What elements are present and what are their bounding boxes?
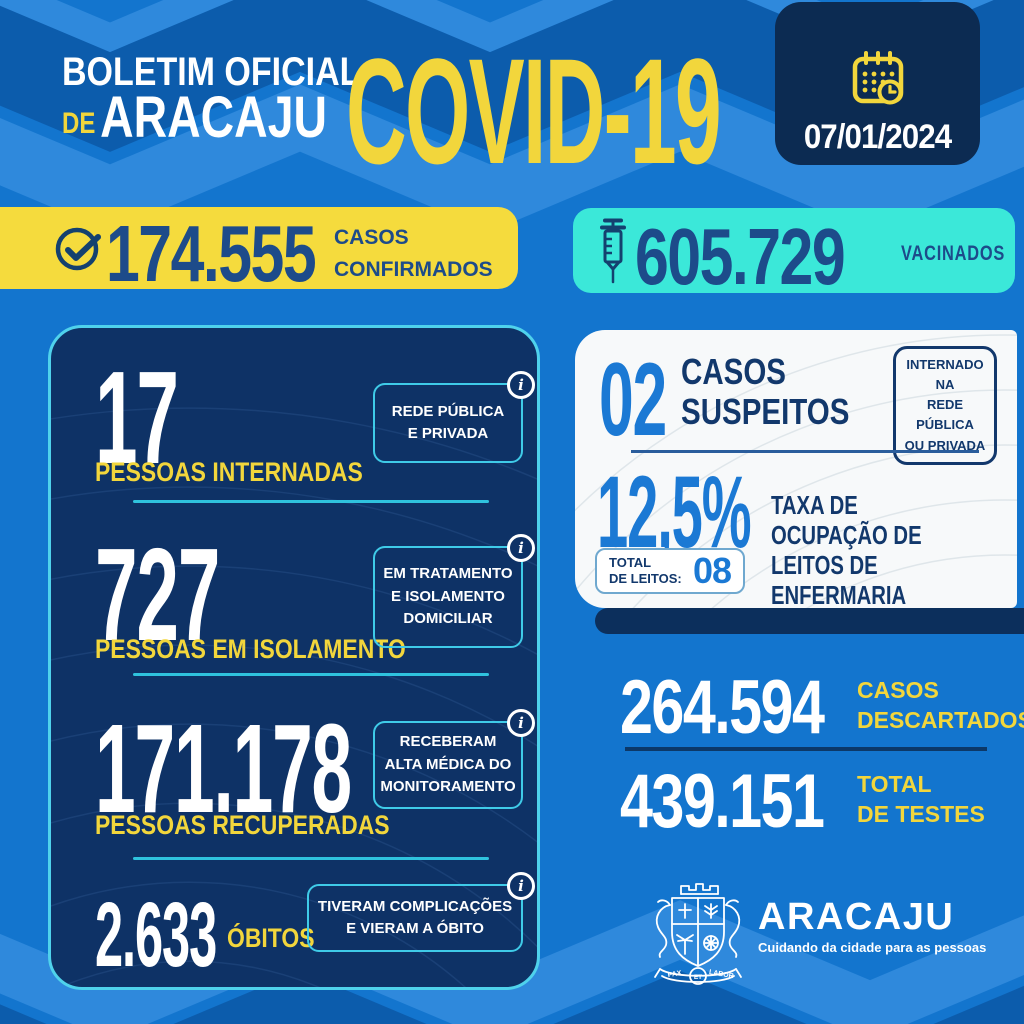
hospitalized-note-box: REDE PÚBLICA E PRIVADA i bbox=[373, 371, 535, 463]
suspect-cases-label: CASOS SUSPEITOS bbox=[681, 351, 850, 432]
crest-motto-labor: LABOR bbox=[708, 969, 734, 980]
divider bbox=[133, 857, 489, 860]
total-tests-label: TOTAL DE TESTES bbox=[857, 771, 985, 827]
suspect-cases-note-box: INTERNADO NA REDE PÚBLICA OU PRIVADA bbox=[893, 346, 997, 465]
card-shadow-band bbox=[595, 608, 1024, 634]
recovered-note-box: RECEBERAM ALTA MÉDICA DO MONITORAMENTO i bbox=[373, 709, 535, 809]
bulletin-date: 07/01/2024 bbox=[803, 118, 952, 156]
total-beds-value: 08 bbox=[692, 550, 732, 591]
discarded-cases-label: CASOS DESCARTADOS bbox=[857, 677, 1024, 733]
deaths-note-text: TIVERAM COMPLICAÇÕES E VIERAM A ÓBITO bbox=[317, 897, 513, 938]
syringe-icon bbox=[600, 218, 626, 284]
deaths-label: ÓBITOS bbox=[227, 923, 315, 953]
crest-motto-pax: PAX bbox=[667, 970, 682, 979]
confirmed-cases-banner: 174.555 CASOS CONFIRMADOS bbox=[0, 207, 518, 294]
hospitalized-label: PESSOAS INTERNADAS bbox=[95, 457, 363, 487]
occupancy-rate-value: 12,5% bbox=[597, 455, 752, 569]
info-icon: i bbox=[507, 534, 535, 562]
bulletin-title-line1: BOLETIM OFICIAL bbox=[62, 50, 361, 94]
isolation-note-box: EM TRATAMENTO E ISOLAMENTO DOMICILIAR i bbox=[373, 534, 535, 648]
deaths-note-box: TIVERAM COMPLICAÇÕES E VIERAM A ÓBITO i bbox=[307, 872, 535, 952]
footer: PAX ET LABOR ARACAJU Cuidando da cidade … bbox=[648, 872, 1024, 1002]
check-circle-icon bbox=[55, 227, 101, 271]
hospital-stats-card: 17 PESSOAS INTERNADAS REDE PÚBLICA E PRI… bbox=[48, 325, 540, 990]
covid-title: COVID-19 bbox=[346, 27, 722, 195]
divider bbox=[631, 450, 979, 453]
bulletin-title-city: ARACAJU bbox=[100, 85, 328, 150]
info-icon: i bbox=[507, 709, 535, 737]
bulletin-title-prefix: DE bbox=[62, 107, 96, 141]
city-slogan: Cuidando da cidade para as pessoas bbox=[758, 940, 987, 955]
info-icon: i bbox=[507, 872, 535, 900]
calendar-clock-icon bbox=[852, 51, 903, 105]
total-tests-value: 439.151 bbox=[620, 759, 825, 844]
confirmed-cases-label: CASOS CONFIRMADOS bbox=[334, 226, 493, 281]
date-box: 07/01/2024 bbox=[775, 2, 980, 165]
recovered-value: 171.178 bbox=[95, 698, 352, 839]
crest-motto-et: ET bbox=[694, 974, 702, 981]
vaccinated-banner: 605.729 VACINADOS bbox=[573, 208, 1015, 297]
suspects-card: 02 CASOS SUSPEITOS INTERNADO NA REDE PÚB… bbox=[575, 330, 1017, 608]
occupancy-rate-label: TAXA DE OCUPAÇÃO DE LEITOS DE ENFERMARIA… bbox=[771, 490, 922, 608]
recovered-label: PESSOAS RECUPERADAS bbox=[95, 810, 390, 840]
divider bbox=[133, 500, 489, 503]
divider bbox=[625, 747, 987, 751]
discarded-cases-value: 264.594 bbox=[620, 665, 825, 750]
isolation-label: PESSOAS EM ISOLAMENTO bbox=[95, 634, 406, 664]
hospitalized-note-text: REDE PÚBLICA E PRIVADA bbox=[391, 402, 505, 443]
total-beds-label: TOTAL DE LEITOS: bbox=[609, 555, 682, 586]
total-beds-box: TOTAL DE LEITOS: 08 bbox=[595, 548, 745, 594]
deaths-value: 2.633 bbox=[95, 884, 217, 986]
vaccinated-value: 605.729 bbox=[635, 212, 846, 301]
vaccinated-label: VACINADOS bbox=[901, 242, 1006, 265]
isolation-note-text: EM TRATAMENTO E ISOLAMENTO DOMICILIAR bbox=[383, 565, 513, 628]
hospitalized-value: 17 bbox=[95, 344, 179, 491]
bulletin-title-line2: DE ARACAJU bbox=[62, 85, 328, 150]
aracaju-coat-of-arms: PAX ET LABOR bbox=[654, 883, 742, 985]
suspect-cases-value: 02 bbox=[599, 342, 667, 458]
info-icon: i bbox=[507, 371, 535, 399]
isolation-value: 727 bbox=[95, 521, 220, 668]
totals-section: 264.594 CASOS DESCARTADOS 439.151 TOTAL … bbox=[575, 662, 1024, 847]
confirmed-cases-value: 174.555 bbox=[106, 209, 317, 298]
divider bbox=[133, 673, 489, 676]
suspect-cases-note-text: INTERNADO NA REDE PÚBLICA OU PRIVADA bbox=[904, 357, 986, 453]
city-brand-name: ARACAJU bbox=[758, 896, 955, 938]
recovered-note-text: RECEBERAM ALTA MÉDICA DO MONITORAMENTO bbox=[380, 733, 516, 796]
